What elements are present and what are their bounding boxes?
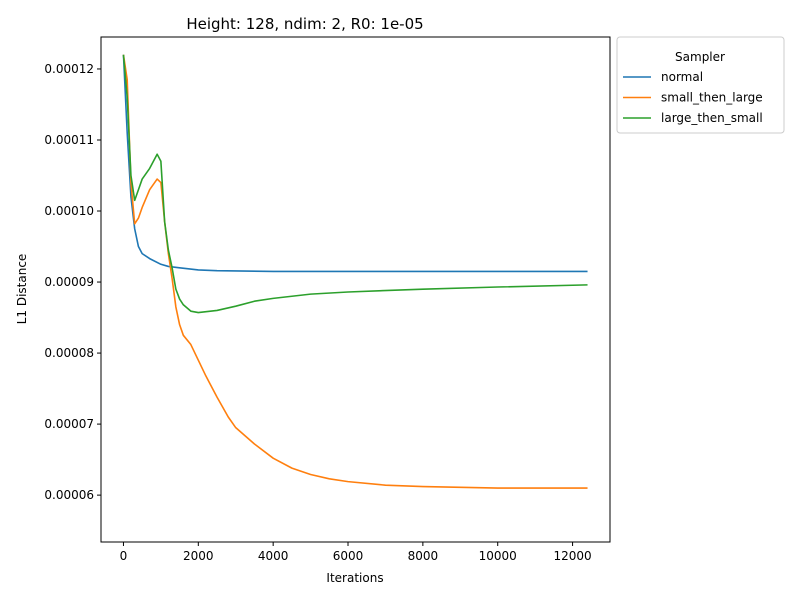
y-tick-label: 0.00009: [44, 275, 94, 289]
y-tick-label: 0.00006: [44, 488, 94, 502]
y-tick-label: 0.00010: [44, 204, 94, 218]
x-tick-label: 8000: [408, 549, 439, 563]
series-line-normal: [122, 54, 588, 273]
x-tick-label: 6000: [333, 549, 364, 563]
chart-title: Height: 128, ndim: 2, R0: 1e-05: [186, 15, 423, 33]
x-tick-label: 12000: [553, 549, 591, 563]
x-tick-label: 0: [120, 549, 128, 563]
x-tick-label: 4000: [258, 549, 289, 563]
series-line-small-then-large: [122, 54, 588, 489]
legend-title: Sampler: [675, 50, 725, 64]
y-tick-label: 0.00012: [44, 62, 94, 76]
x-tick-label: 2000: [183, 549, 214, 563]
x-axis-title: Iterations: [326, 571, 383, 585]
y-axis-title: L1 Distance: [15, 254, 29, 325]
y-axis-ticks: 0.00006 0.00007 0.00008 0.00009 0.00010 0.000…: [44, 62, 101, 502]
legend-label: normal: [661, 70, 703, 84]
y-tick-label: 0.00011: [44, 133, 94, 147]
legend-label: large_then_small: [661, 111, 763, 125]
series-line-large-then-small: [122, 54, 588, 314]
legend: Sampler normal small_then_large large_then…: [616, 36, 785, 134]
legend-box: [616, 36, 785, 134]
series-layer: [122, 54, 588, 489]
x-axis-ticks: 0 2000 4000 6000 8000 10000 12000: [120, 542, 592, 563]
y-tick-label: 0.00008: [44, 346, 94, 360]
plot-frame: [100, 36, 611, 543]
legend-items: normal small_then_large large_then_small: [623, 70, 763, 125]
x-tick-label: 10000: [479, 549, 517, 563]
plot-area: [100, 36, 611, 543]
y-tick-label: 0.00007: [44, 417, 94, 431]
legend-label: small_then_large: [661, 91, 763, 105]
